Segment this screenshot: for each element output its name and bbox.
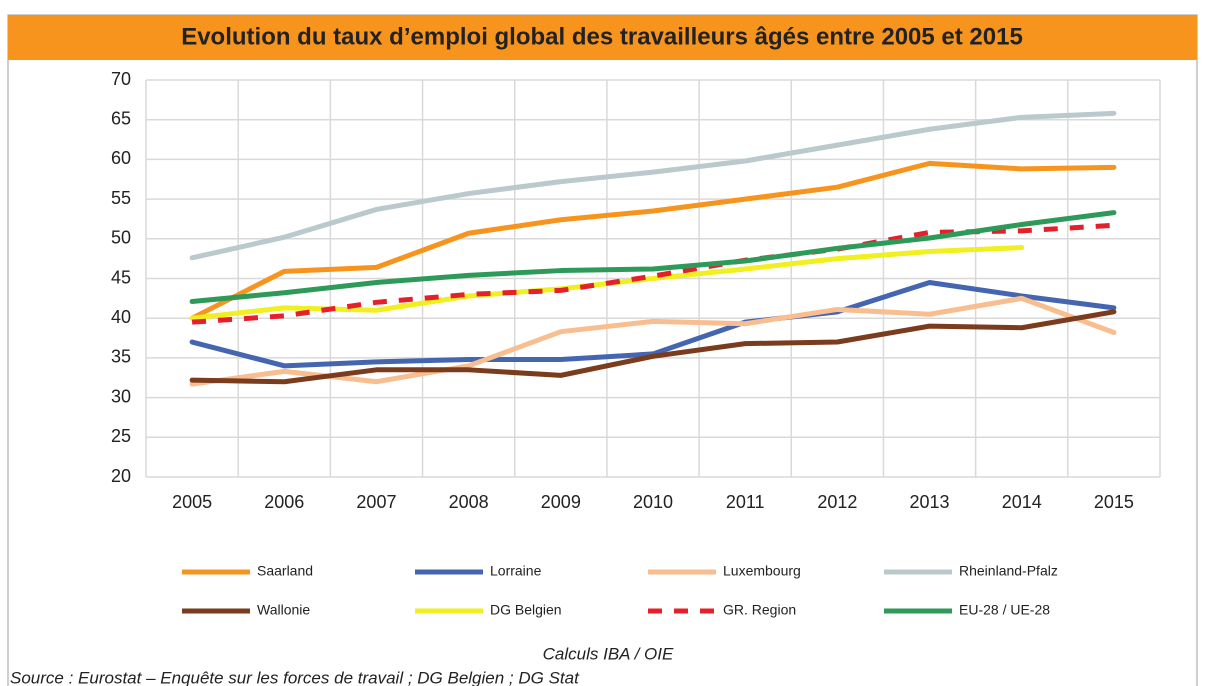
y-tick-label: 35 (111, 347, 131, 367)
series-line (189, 110, 1117, 261)
series-line (189, 295, 1117, 387)
x-tick-label: 2009 (541, 492, 581, 512)
annotation: Source : Eurostat – Enquête sur les forc… (10, 668, 580, 686)
x-tick-label: 2013 (910, 492, 950, 512)
legend-label: GR. Region (723, 602, 796, 618)
legend-label: Luxembourg (723, 563, 801, 579)
y-tick-label: 55 (111, 188, 131, 208)
y-tick-label: 60 (111, 148, 131, 168)
legend-label: Wallonie (257, 602, 310, 618)
legend-label: Saarland (257, 563, 313, 579)
x-tick-label: 2012 (817, 492, 857, 512)
x-tick-label: 2014 (1002, 492, 1042, 512)
chart-title: Evolution du taux d’emploi global des tr… (181, 23, 1023, 50)
x-tick-label: 2008 (449, 492, 489, 512)
y-tick-label: 30 (111, 386, 131, 406)
x-tick-label: 2005 (172, 492, 212, 512)
legend-label: DG Belgien (490, 602, 562, 618)
y-tick-label: 50 (111, 228, 131, 248)
series-line (189, 210, 1117, 305)
y-tick-label: 65 (111, 108, 131, 128)
y-tick-label: 40 (111, 307, 131, 327)
y-tick-label: 20 (111, 466, 131, 486)
y-tick-label: 70 (111, 69, 131, 89)
legend-label: Lorraine (490, 563, 542, 579)
x-tick-label: 2006 (264, 492, 304, 512)
y-tick-label: 45 (111, 267, 131, 287)
legend-label: EU-28 / UE-28 (959, 602, 1050, 618)
series-line (189, 309, 1117, 385)
series-line (189, 160, 1117, 321)
x-tick-label: 2015 (1094, 492, 1134, 512)
legend-label: Rheinland-Pfalz (959, 563, 1058, 579)
title-banner (8, 15, 1197, 60)
annotation: Calculs IBA / OIE (543, 644, 674, 663)
x-tick-label: 2010 (633, 492, 673, 512)
y-tick-label: 25 (111, 426, 131, 446)
x-tick-label: 2011 (726, 492, 765, 512)
x-tick-label: 2007 (356, 492, 396, 512)
